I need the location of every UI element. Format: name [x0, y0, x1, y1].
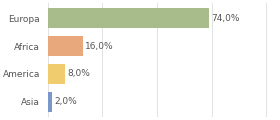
Bar — [48, 8, 209, 28]
Text: 8,0%: 8,0% — [67, 69, 90, 78]
Text: 74,0%: 74,0% — [212, 14, 240, 23]
Text: 16,0%: 16,0% — [85, 42, 114, 51]
Bar — [48, 92, 52, 112]
Bar — [48, 36, 83, 56]
Text: 2,0%: 2,0% — [54, 97, 77, 106]
Bar — [48, 64, 65, 84]
